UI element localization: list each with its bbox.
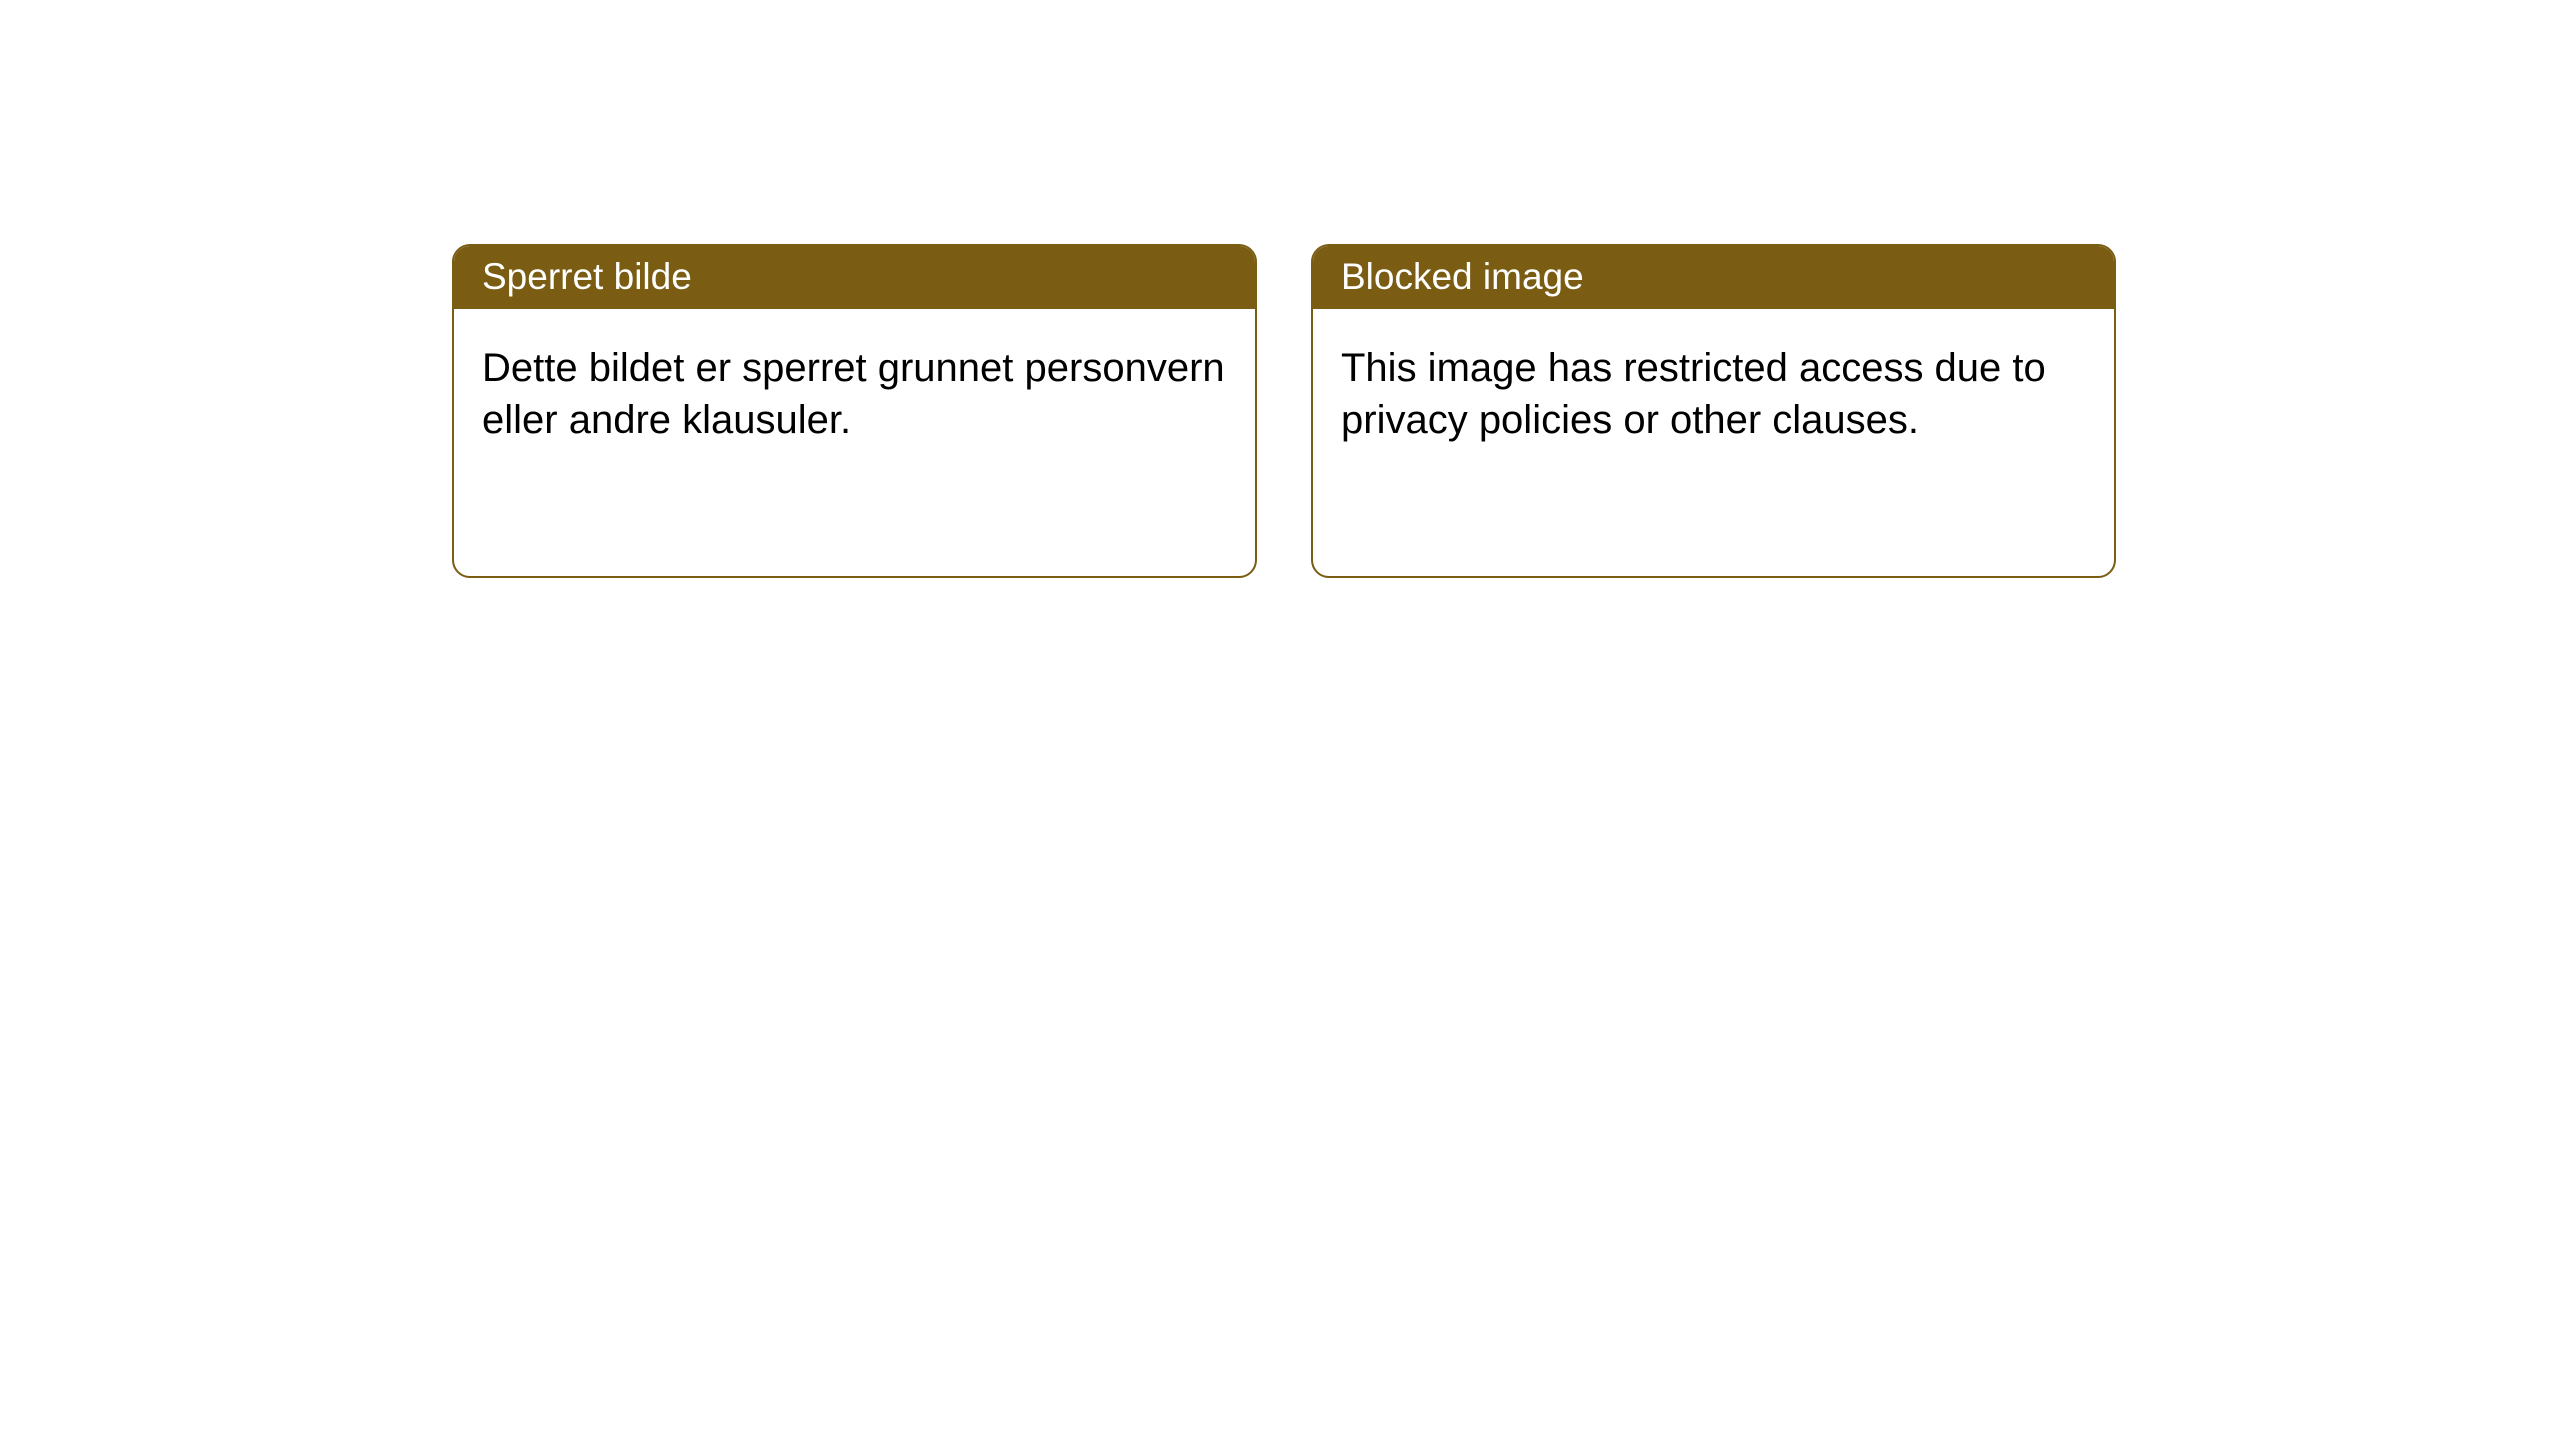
card-header: Sperret bilde <box>454 246 1255 309</box>
card-message: Dette bildet er sperret grunnet personve… <box>482 346 1225 442</box>
blocked-image-card-en: Blocked image This image has restricted … <box>1311 244 2116 578</box>
card-body: Dette bildet er sperret grunnet personve… <box>454 309 1255 474</box>
card-body: This image has restricted access due to … <box>1313 309 2114 474</box>
card-title: Sperret bilde <box>482 256 692 297</box>
card-header: Blocked image <box>1313 246 2114 309</box>
notice-container: Sperret bilde Dette bildet er sperret gr… <box>0 0 2560 578</box>
card-title: Blocked image <box>1341 256 1584 297</box>
blocked-image-card-no: Sperret bilde Dette bildet er sperret gr… <box>452 244 1257 578</box>
card-message: This image has restricted access due to … <box>1341 346 2046 442</box>
